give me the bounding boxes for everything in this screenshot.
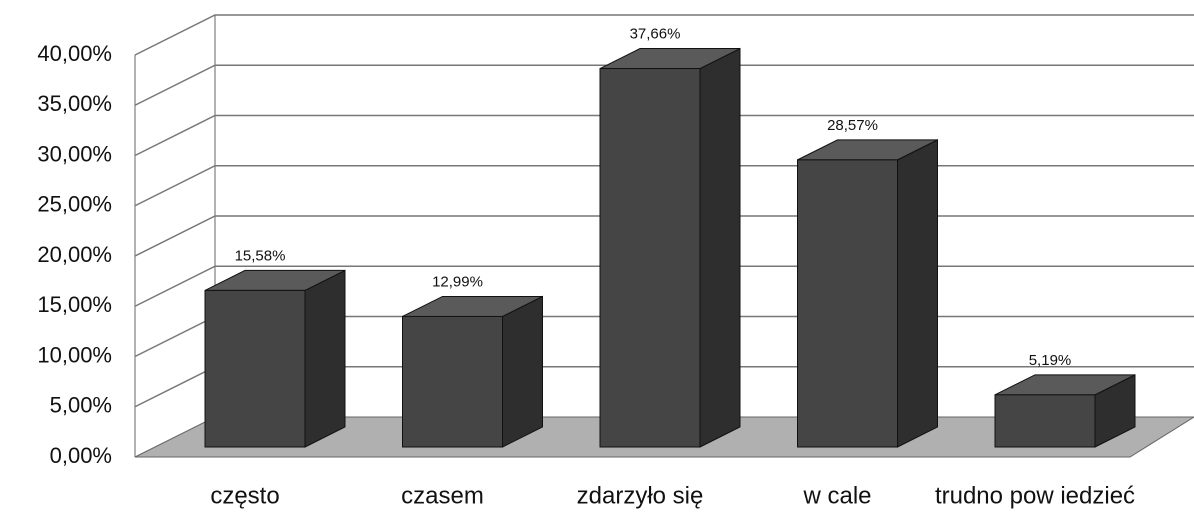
x-tick-label: często [210, 482, 279, 509]
y-tick-label: 30,00% [37, 141, 112, 166]
x-tick-label: w cale [802, 482, 871, 509]
y-tick-label: 35,00% [37, 91, 112, 116]
grid-line [134, 114, 1194, 157]
x-tick-label: czasem [401, 482, 484, 509]
y-tick-label: 10,00% [37, 342, 112, 367]
y-tick-label: 40,00% [37, 41, 112, 66]
bar [402, 315, 503, 448]
bar [797, 159, 898, 448]
value-label: 12,99% [432, 273, 483, 290]
bar-side [699, 47, 741, 448]
value-label: 15,58% [235, 247, 286, 264]
value-label: 37,66% [630, 25, 681, 42]
x-tick-label: zdarzyło się [577, 482, 704, 509]
bar-side [897, 139, 938, 448]
y-tick-label: 5,00% [50, 393, 112, 418]
bar [204, 289, 306, 448]
grid-line [134, 14, 1194, 56]
y-tick-label: 15,00% [37, 292, 112, 317]
y-tick-label: 20,00% [37, 242, 112, 267]
bar [599, 68, 701, 448]
value-label: 5,19% [1029, 352, 1072, 369]
bar-side [304, 269, 346, 448]
x-tick-label: trudno pow iedzieć [935, 482, 1135, 509]
value-label: 28,57% [827, 117, 878, 134]
y-tick-label: 0,00% [50, 443, 112, 468]
y-tick-label: 25,00% [37, 192, 112, 217]
bar [994, 394, 1096, 448]
bar-side [502, 295, 543, 448]
grid-line [134, 64, 1194, 106]
